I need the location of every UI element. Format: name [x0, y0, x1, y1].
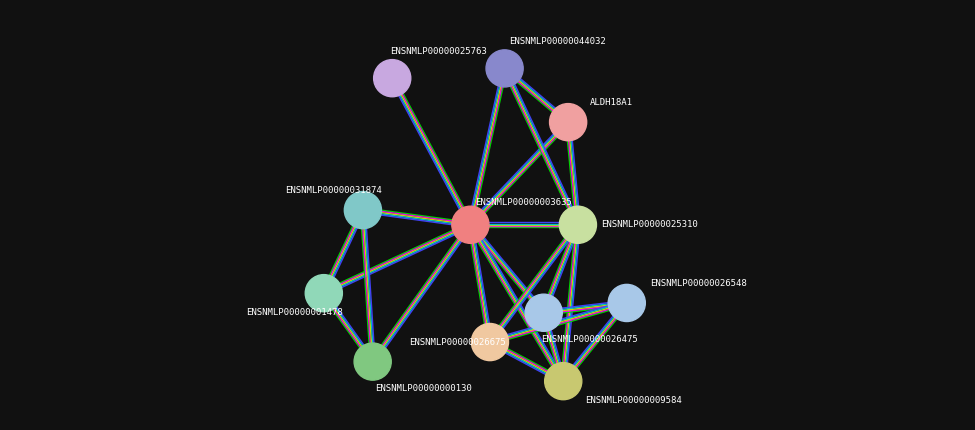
Circle shape [526, 294, 563, 331]
Circle shape [373, 60, 410, 97]
Text: ENSNMLP00000025310: ENSNMLP00000025310 [602, 220, 698, 229]
Text: ENSNMLP00000025763: ENSNMLP00000025763 [390, 47, 487, 56]
Circle shape [608, 284, 645, 322]
Circle shape [451, 206, 489, 243]
Text: ENSNMLP00000026475: ENSNMLP00000026475 [541, 335, 638, 344]
Text: ENSNMLP00000031874: ENSNMLP00000031874 [285, 186, 381, 195]
Text: ENSNMLP00000026675: ENSNMLP00000026675 [410, 338, 506, 347]
Text: ENSNMLP00000026548: ENSNMLP00000026548 [650, 279, 747, 288]
Circle shape [545, 362, 582, 400]
Circle shape [486, 50, 524, 87]
Circle shape [354, 343, 391, 380]
Text: ENSNMLP00000000130: ENSNMLP00000000130 [375, 384, 472, 393]
Text: ENSNMLP00000001478: ENSNMLP00000001478 [246, 308, 342, 317]
Text: ALDH18A1: ALDH18A1 [590, 98, 633, 107]
Circle shape [471, 323, 509, 361]
Circle shape [550, 104, 587, 141]
Circle shape [560, 206, 597, 243]
Circle shape [305, 275, 342, 312]
Text: ENSNMLP00000044032: ENSNMLP00000044032 [510, 37, 606, 46]
Text: ENSNMLP00000003635: ENSNMLP00000003635 [475, 198, 572, 207]
Text: ENSNMLP00000009584: ENSNMLP00000009584 [585, 396, 682, 405]
Circle shape [344, 191, 381, 229]
